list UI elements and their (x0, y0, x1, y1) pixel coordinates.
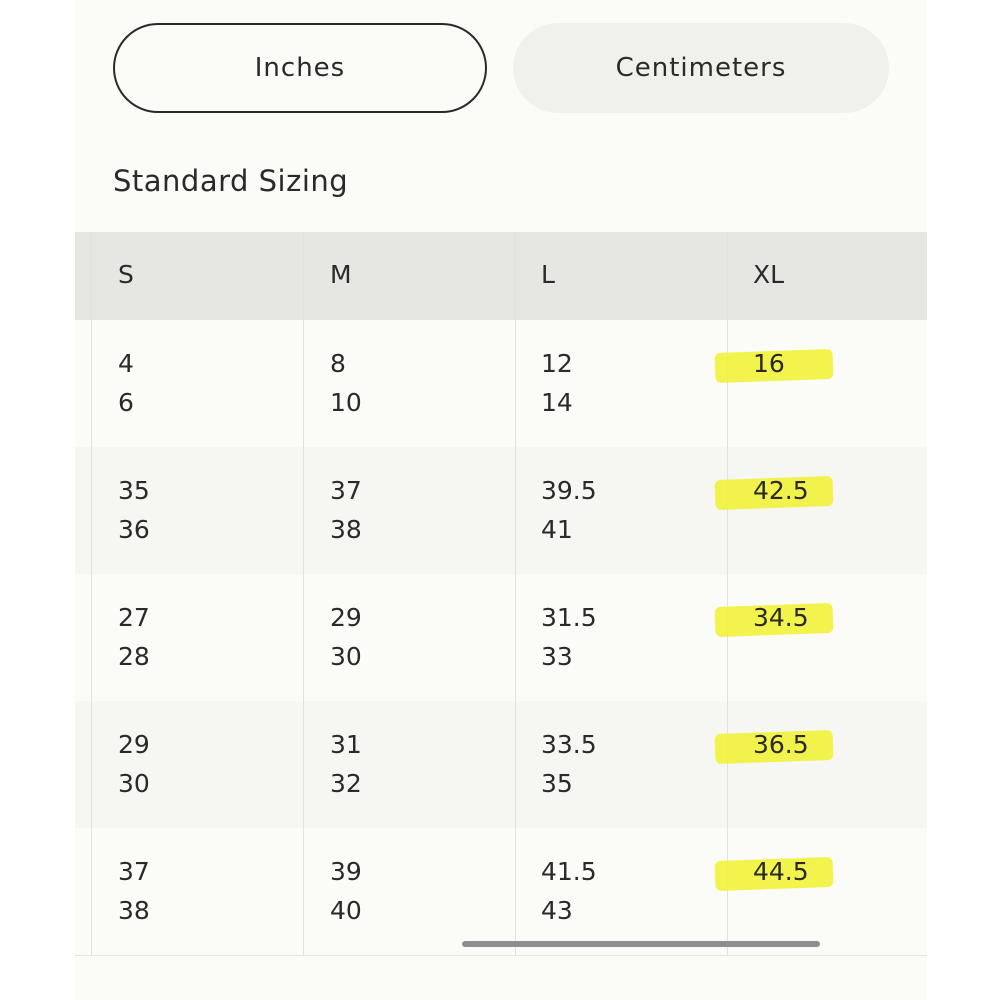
cell-value: 31 (330, 730, 362, 759)
cell-value: 38 (330, 515, 362, 544)
column-divider (91, 232, 92, 955)
header-row (75, 232, 927, 320)
column-header: S (118, 260, 134, 289)
cell-value: 41.5 (541, 857, 597, 886)
cell-value: 44.5 (753, 857, 809, 886)
cell-value: 39 (330, 857, 362, 886)
cell-value: 36.5 (753, 730, 809, 759)
table-row (75, 828, 927, 955)
cell-value: 27 (118, 603, 150, 632)
cell-value: 33.5 (541, 730, 597, 759)
cell-value: 42.5 (753, 476, 809, 505)
cell-value: 16 (753, 349, 785, 378)
cell-value: 43 (541, 896, 573, 925)
cell-value: 30 (118, 769, 150, 798)
cell-value: 34.5 (753, 603, 809, 632)
centimeters-tab[interactable]: Centimeters (513, 23, 889, 113)
row-divider (75, 955, 927, 956)
cell-value: 10 (330, 388, 362, 417)
column-divider (303, 232, 304, 955)
cell-value: 39.5 (541, 476, 597, 505)
cell-value: 35 (118, 476, 150, 505)
column-divider (515, 232, 516, 955)
inches-tab[interactable]: Inches (113, 23, 487, 113)
scrollbar[interactable] (462, 941, 820, 947)
cell-value: 30 (330, 642, 362, 671)
cell-value: 29 (330, 603, 362, 632)
cell-value: 38 (118, 896, 150, 925)
column-header: XL (753, 260, 785, 289)
table-row (75, 701, 927, 828)
cell-value: 29 (118, 730, 150, 759)
cell-value: 40 (330, 896, 362, 925)
cell-value: 6 (118, 388, 134, 417)
table-row (75, 320, 927, 447)
column-header: L (541, 260, 555, 289)
cell-value: 4 (118, 349, 134, 378)
cell-value: 32 (330, 769, 362, 798)
cell-value: 37 (118, 857, 150, 886)
heading: Standard Sizing (113, 164, 349, 198)
cell-value: 41 (541, 515, 573, 544)
cell-value: 36 (118, 515, 150, 544)
cell-value: 8 (330, 349, 346, 378)
table-row (75, 574, 927, 701)
cell-value: 14 (541, 388, 573, 417)
column-header: M (330, 260, 352, 289)
cell-value: 37 (330, 476, 362, 505)
cell-value: 33 (541, 642, 573, 671)
cell-value: 12 (541, 349, 573, 378)
cell-value: 31.5 (541, 603, 597, 632)
cell-value: 35 (541, 769, 573, 798)
table-row (75, 447, 927, 574)
column-divider (727, 232, 728, 955)
cell-value: 28 (118, 642, 150, 671)
